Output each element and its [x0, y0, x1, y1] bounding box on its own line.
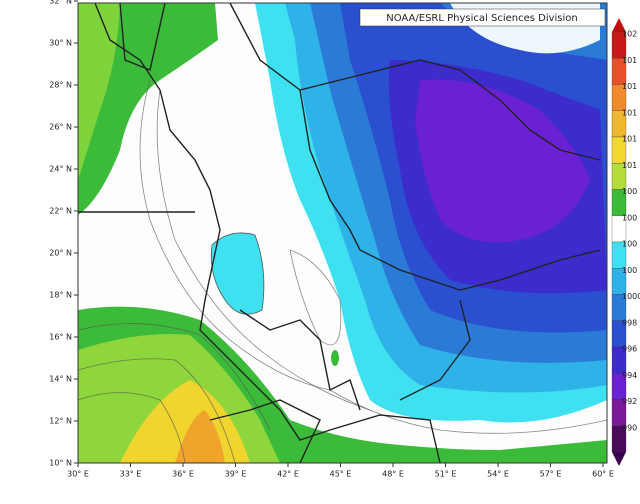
latitude-label: 30° N [49, 39, 72, 48]
contour-line [77, 323, 271, 431]
colorbar-label: 1000 [622, 292, 640, 301]
title-box [359, 8, 606, 27]
latitude-label: 26° N [49, 123, 72, 132]
border [399, 299, 471, 401]
latitude-label: 14° N [49, 375, 72, 384]
contour-line [156, 89, 371, 411]
longitude-label: 42° E [277, 470, 299, 479]
colorbar-top-arrow [612, 18, 626, 32]
latitude-label: 32° N [49, 0, 72, 6]
colorbar-segment [611, 425, 627, 453]
colorbar-label: 100 [622, 266, 637, 275]
purple-region [415, 79, 590, 243]
border [299, 89, 361, 251]
latitude-label: 16° N [49, 333, 72, 342]
longitude-label: 36° E [172, 470, 194, 479]
colorbar-label: 100 [622, 213, 637, 222]
colorbar-label: 101 [622, 82, 637, 91]
colorbar-bottom-arrow [612, 452, 626, 466]
border [94, 2, 441, 464]
border [229, 2, 601, 161]
colorbar: 102 101 101 101 101 101 100 100 100 100 1000 998 996… [611, 18, 640, 466]
longitude-label: 39° E [225, 470, 247, 479]
colorbar-label: 101 [622, 161, 637, 170]
colorbar-label: 102 [622, 30, 637, 39]
cyan-blob [210, 232, 265, 315]
map-title: NOAA/ESRL Physical Sciences Division [386, 13, 578, 24]
map-field [78, 3, 607, 463]
longitude-label: 30° E [67, 470, 89, 479]
longitude-label: 60° E [592, 470, 614, 479]
longitude-label: 54° E [487, 470, 509, 479]
green-blob [331, 350, 339, 366]
latitude-label: 24° N [49, 165, 72, 174]
colorbar-label: 101 [622, 108, 637, 117]
light-green-region [78, 3, 120, 180]
longitude-label: 57° E [540, 470, 562, 479]
contour-line [77, 392, 186, 464]
colorbar-label: 100 [622, 240, 637, 249]
colorbar-label: 994 [622, 371, 637, 380]
border [359, 249, 601, 291]
longitude-label: 48° E [382, 470, 404, 479]
border [119, 2, 166, 71]
map-frame [77, 2, 608, 464]
border [239, 309, 361, 411]
longitude-label: 33° E [120, 470, 142, 479]
latitude-label: 20° N [49, 249, 72, 258]
latitude-label: 10° N [49, 459, 72, 468]
colorbar-label: 990 [622, 423, 637, 432]
colorbar-label: 998 [622, 318, 637, 327]
contour-line [139, 79, 608, 434]
colorbar-label: 101 [622, 135, 637, 144]
colorbar-label: 992 [622, 397, 637, 406]
contour-line [77, 358, 236, 464]
latitude-label: 28° N [49, 81, 72, 90]
colorbar-label: 996 [622, 345, 637, 354]
latitude-label: 22° N [49, 207, 72, 216]
contour-line [289, 249, 342, 346]
longitude-label: 45° E [330, 470, 352, 479]
colorbar-label: 101 [622, 56, 637, 65]
latitude-label: 18° N [49, 291, 72, 300]
latitude-label: 12° N [49, 417, 72, 426]
contours [77, 79, 608, 464]
longitude-label: 51° E [435, 470, 457, 479]
border [209, 399, 321, 464]
orange-region [175, 410, 225, 463]
colorbar-label: 100 [622, 187, 637, 196]
borders [78, 2, 601, 464]
